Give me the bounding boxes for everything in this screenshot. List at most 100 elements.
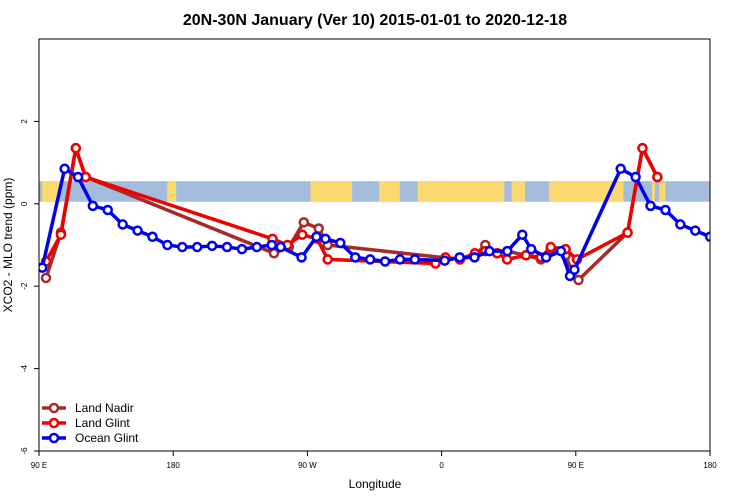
data-point <box>221 241 233 253</box>
x-tick-label: 90 W <box>298 461 317 470</box>
data-point <box>87 200 99 212</box>
data-point <box>721 241 729 249</box>
data-point <box>689 225 701 236</box>
data-point <box>39 262 48 273</box>
data-point <box>364 254 376 265</box>
x-tick-label: 90 E <box>568 461 584 470</box>
legend-item: Land Glint <box>42 416 130 430</box>
data-point <box>40 272 52 284</box>
legend-item: Land Nadir <box>42 401 134 415</box>
data-point <box>59 163 70 175</box>
data-point <box>502 245 513 257</box>
data-point <box>313 223 324 234</box>
y-tick-label: 2 <box>20 119 29 124</box>
x-tick-label: 180 <box>167 461 181 470</box>
data-point <box>311 231 322 243</box>
data-point <box>545 241 556 253</box>
y-tick-label: -6 <box>20 447 29 455</box>
map-land <box>167 181 177 202</box>
data-point <box>206 240 218 252</box>
data-point <box>117 219 128 230</box>
data-point <box>177 241 188 253</box>
data-point <box>266 239 278 251</box>
legend-swatch-marker <box>48 417 60 429</box>
data-point <box>394 254 406 265</box>
x-axis-label: Longitude <box>349 477 402 491</box>
data-point <box>469 252 480 263</box>
data-point <box>297 229 308 240</box>
map-land <box>41 181 60 202</box>
legend-label: Land Nadir <box>75 401 134 415</box>
data-point <box>102 204 113 216</box>
data-point <box>520 250 532 261</box>
data-point <box>517 229 528 240</box>
data-point <box>350 252 361 263</box>
legend-label: Land Glint <box>75 416 130 430</box>
map-land <box>659 181 666 202</box>
data-point <box>630 171 641 183</box>
y-tick-label: 0 <box>20 201 29 206</box>
series-land-nadir <box>40 142 663 286</box>
legend-item: Ocean Glint <box>42 431 139 445</box>
x-tick-label: 0 <box>439 461 444 470</box>
map-land <box>548 181 624 202</box>
data-point <box>191 241 203 253</box>
x-axis: 90 E 180 90 W 0 90 E 180 <box>31 451 717 470</box>
x-tick-label: 90 E <box>31 461 47 470</box>
map-land <box>651 181 655 202</box>
map-land <box>417 181 505 202</box>
plot-frame <box>38 38 711 452</box>
x-tick-label: 180 <box>703 461 717 470</box>
series-layer <box>39 142 729 286</box>
data-point <box>55 229 67 240</box>
data-point <box>637 142 648 154</box>
data-point <box>555 245 567 257</box>
data-point <box>652 171 663 183</box>
data-point <box>675 219 686 230</box>
data-point <box>335 237 346 249</box>
data-point <box>615 163 626 175</box>
data-point <box>320 233 331 245</box>
legend-swatch-marker <box>48 432 60 444</box>
data-point <box>70 142 82 154</box>
data-point <box>645 200 656 212</box>
data-point <box>569 264 580 275</box>
data-point <box>379 256 391 267</box>
data-point <box>322 254 333 265</box>
data-point <box>72 171 84 183</box>
map-ocean <box>39 181 710 202</box>
data-point <box>622 227 633 238</box>
y-axis: 2 0 -2 -4 -6 <box>20 119 39 455</box>
data-point <box>660 204 671 216</box>
y-tick-label: -4 <box>20 364 29 372</box>
legend-swatch-marker <box>48 402 60 414</box>
chart-title: 20N-30N January (Ver 10) 2015-01-01 to 2… <box>183 12 567 29</box>
data-point <box>501 254 513 265</box>
map-land <box>378 181 400 202</box>
data-point <box>236 243 248 255</box>
data-point <box>298 217 310 228</box>
data-point <box>573 274 584 286</box>
data-point <box>275 241 286 253</box>
y-tick-label: -2 <box>20 282 29 290</box>
data-point <box>439 255 450 266</box>
data-point <box>296 252 307 263</box>
data-point <box>454 252 465 263</box>
data-point <box>525 243 537 255</box>
data-point <box>484 245 495 257</box>
legend-label: Ocean Glint <box>75 431 139 445</box>
data-point <box>704 231 710 243</box>
data-point <box>251 241 263 253</box>
map-land <box>310 181 353 202</box>
world-map-band <box>39 181 710 202</box>
data-point <box>162 239 173 251</box>
data-point <box>147 231 158 243</box>
series-ocean-glint <box>39 163 729 282</box>
data-point <box>540 252 552 263</box>
y-axis-label: XCO2 - MLO trend (ppm) <box>1 178 15 313</box>
data-point <box>409 254 421 265</box>
map-land <box>511 181 526 202</box>
data-point <box>132 225 143 236</box>
